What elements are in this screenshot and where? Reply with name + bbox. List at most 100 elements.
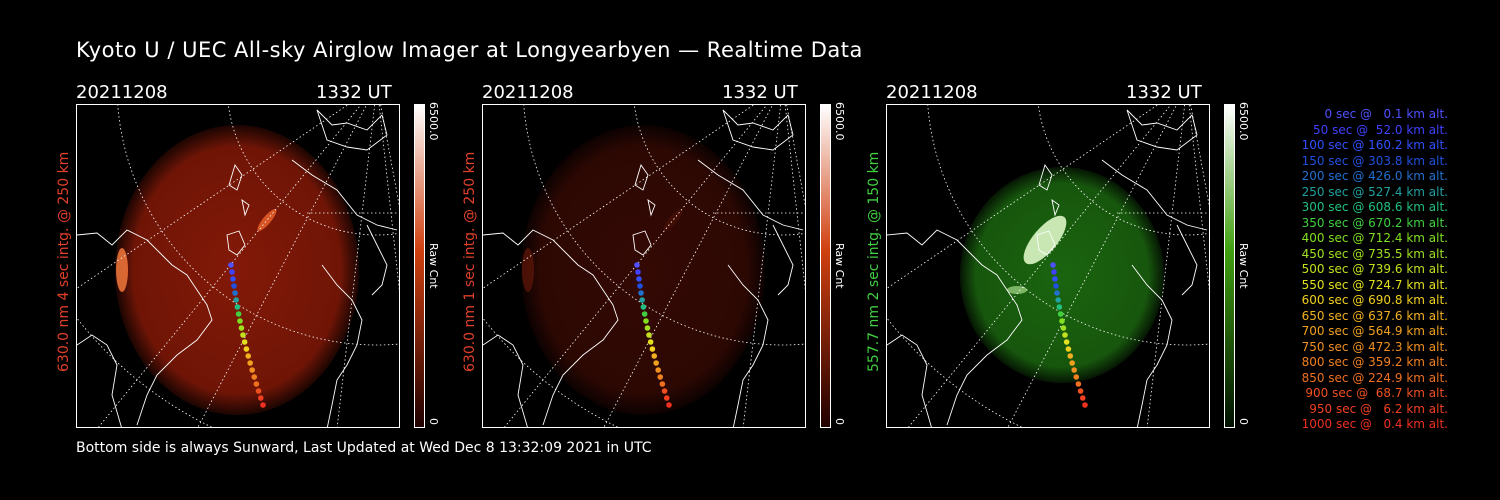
panel1-date: 20211208 xyxy=(76,82,168,103)
panel2-ylabel: 630.0 nm 1 sec intg. @ 250 km xyxy=(462,151,478,372)
legend-row: 100 sec @ 160.2 km alt. xyxy=(1301,138,1448,152)
panel1-cbar-min: 0 xyxy=(427,418,440,425)
panel3-date: 20211208 xyxy=(886,82,978,103)
trajectory-point xyxy=(1051,269,1057,275)
legend-row: 400 sec @ 712.4 km alt. xyxy=(1301,231,1448,245)
legend-row: 1000 sec @ 0.4 km alt. xyxy=(1301,417,1448,431)
panel3-image xyxy=(886,104,1210,428)
legend-row: 550 sec @ 724.7 km alt. xyxy=(1301,277,1448,292)
trajectory-point xyxy=(247,360,253,366)
trajectory-point xyxy=(1054,290,1060,296)
legend-row: 900 sec @ 68.7 km alt. xyxy=(1305,386,1448,400)
trajectory-point xyxy=(231,283,237,289)
trajectory-point xyxy=(1063,339,1070,345)
trajectory-point xyxy=(1057,311,1064,317)
trajectory-point xyxy=(646,332,652,338)
panel2-image xyxy=(482,104,806,428)
trajectory-point xyxy=(1077,388,1084,394)
trajectory-point xyxy=(234,304,241,310)
airglow-image xyxy=(115,125,359,415)
trajectory-point xyxy=(240,332,246,338)
trajectory-point xyxy=(233,297,239,303)
trajectory-point xyxy=(635,269,641,275)
trajectory-point xyxy=(249,367,255,373)
footer-note: Bottom side is always Sunward, Last Upda… xyxy=(76,440,652,456)
legend-row: 150 sec @ 303.8 km alt. xyxy=(1301,153,1448,168)
trajectory-point xyxy=(657,374,664,380)
trajectory-point xyxy=(636,276,642,282)
trajectory-point xyxy=(643,318,649,324)
trajectory-point xyxy=(238,325,245,331)
trajectory-point xyxy=(1069,360,1075,366)
airglow-image xyxy=(521,125,765,415)
trajectory-point xyxy=(1067,353,1074,359)
trajectory-point xyxy=(639,297,645,303)
trajectory-point xyxy=(229,269,235,275)
panel1-ylabel: 630.0 nm 4 sec intg. @ 250 km xyxy=(56,151,72,372)
trajectory-point xyxy=(257,395,264,401)
trajectory-point xyxy=(241,339,248,345)
legend-row: 500 sec @ 739.6 km alt. xyxy=(1301,262,1448,276)
trajectory-point xyxy=(649,346,656,352)
legend-row: 650 sec @ 637.6 km alt. xyxy=(1301,308,1448,323)
trajectory-point xyxy=(1062,332,1068,338)
trajectory-point xyxy=(235,311,242,317)
trajectory-point xyxy=(1055,297,1061,303)
trajectory-point xyxy=(1071,367,1077,373)
legend-row: 450 sec @ 735.5 km alt. xyxy=(1301,246,1448,261)
panel3-cbar-unit: Raw Cnt xyxy=(1237,243,1250,289)
trajectory-point xyxy=(1073,374,1080,380)
trajectory-point xyxy=(230,276,236,282)
page-title: Kyoto U / UEC All-sky Airglow Imager at … xyxy=(76,38,863,62)
legend-row: 200 sec @ 426.0 km alt. xyxy=(1301,169,1448,183)
panel3-cbar-max: 6500.0 xyxy=(1237,102,1250,141)
panel3-ylabel: 557.7 nm 2 sec intg. @ 150 km xyxy=(866,151,882,372)
panel3-cbar-min: 0 xyxy=(1237,418,1250,425)
trajectory-point xyxy=(653,360,659,366)
panel1-image xyxy=(76,104,400,428)
trajectory-point xyxy=(1052,276,1058,282)
trajectory-point xyxy=(228,262,234,268)
trajectory-point xyxy=(245,353,252,359)
trajectory-point xyxy=(641,311,648,317)
trajectory-point xyxy=(663,395,670,401)
trajectory-point xyxy=(659,381,666,387)
trajectory-point xyxy=(1053,283,1059,289)
trajectory-point xyxy=(1056,304,1063,310)
panel3-time: 1332 UT xyxy=(1126,82,1202,103)
panel2-time: 1332 UT xyxy=(722,82,798,103)
trajectory-point xyxy=(1082,402,1088,408)
panel1-time: 1332 UT xyxy=(316,82,392,103)
trajectory-point xyxy=(661,388,668,394)
panel2-cbar-max: 6500.0 xyxy=(833,102,846,141)
legend-row: 850 sec @ 224.9 km alt. xyxy=(1301,370,1448,385)
legend-row: 350 sec @ 670.2 km alt. xyxy=(1301,215,1448,230)
trajectory-point xyxy=(260,402,266,408)
panel1-colorbar xyxy=(414,104,425,428)
panel2-colorbar xyxy=(820,104,831,428)
trajectory-point xyxy=(232,290,238,296)
legend-row: 800 sec @ 359.2 km alt. xyxy=(1301,355,1448,369)
trajectory-point xyxy=(1079,395,1086,401)
panel2-cbar-min: 0 xyxy=(833,418,846,425)
trajectory-point xyxy=(655,367,661,373)
trajectory-point xyxy=(640,304,647,310)
trajectory-point xyxy=(647,339,654,345)
trajectory-point xyxy=(666,402,672,408)
trajectory-point xyxy=(651,353,658,359)
panel1-cbar-max: 6500.0 xyxy=(427,102,440,141)
trajectory-point xyxy=(1065,346,1072,352)
legend-row: 700 sec @ 564.9 km alt. xyxy=(1301,324,1448,338)
panel1-cbar-unit: Raw Cnt xyxy=(427,243,440,289)
trajectory-point xyxy=(243,346,250,352)
trajectory-point xyxy=(251,374,258,380)
trajectory-point xyxy=(637,283,643,289)
trajectory-point xyxy=(1060,325,1067,331)
trajectory-point xyxy=(1075,381,1082,387)
legend-row: 950 sec @ 6.2 km alt. xyxy=(1309,401,1448,416)
legend-row: 600 sec @ 690.8 km alt. xyxy=(1301,293,1448,307)
panel3-colorbar xyxy=(1224,104,1235,428)
trajectory-point xyxy=(634,262,640,268)
trajectory-point xyxy=(237,318,243,324)
trajectory-point xyxy=(644,325,651,331)
